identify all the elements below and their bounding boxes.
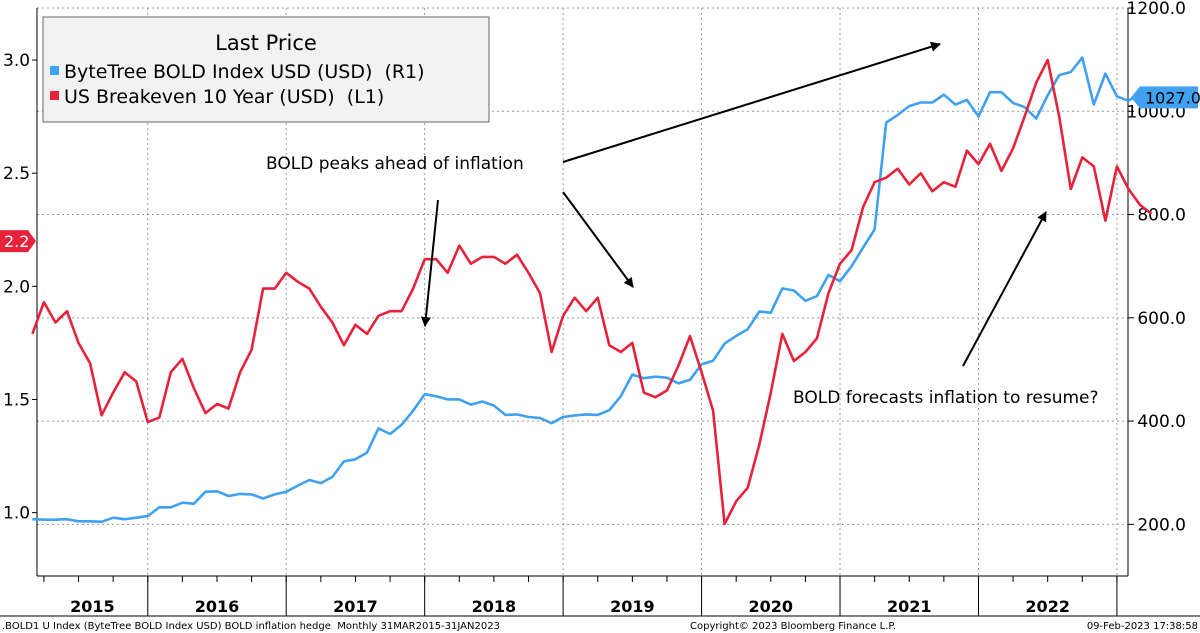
left-tick-label: 1.0: [3, 504, 30, 524]
x-tick-label: 2021: [887, 597, 932, 616]
right-tick-label: 200.0: [1137, 515, 1186, 535]
left-tick-label: 2.0: [3, 277, 30, 297]
x-tick-label: 2019: [610, 597, 655, 616]
footer-center: Copyright© 2023 Bloomberg Finance L.P.: [690, 621, 896, 632]
legend: Last Price ByteTree BOLD Index USD (USD)…: [42, 16, 490, 123]
legend-title: Last Price: [215, 31, 317, 55]
arrow-to-2019-peak: [562, 191, 634, 288]
right-tick-label: 800.0: [1137, 206, 1186, 226]
x-axis-ticks: 2015 2016 2017 2018 2019 2020 2021 2022: [43, 576, 1118, 616]
badge-text-breakeven: 2.2: [4, 232, 29, 251]
x-tick-label: 2017: [333, 597, 378, 616]
x-tick-label: 2018: [472, 597, 517, 616]
footer-right: 09-Feb-2023 17:38:58: [1087, 621, 1198, 632]
left-tick-label: 1.5: [3, 390, 30, 410]
legend-swatch-breakeven: [50, 91, 59, 100]
series-line-us-breakeven: [31, 58, 1153, 526]
annotation-forecast: BOLD forecasts inflation to resume?: [793, 388, 1099, 408]
left-axis-ticks: 1.0 1.5 2.0 2.5 3.0: [3, 51, 37, 524]
x-tick-label: 2020: [749, 597, 794, 616]
last-value-badge-breakeven: 2.2: [0, 230, 36, 253]
x-tick-label: 2022: [1025, 597, 1070, 616]
right-tick-label: 400.0: [1137, 412, 1186, 432]
legend-box: [42, 16, 490, 123]
arrow-to-2018-peak: [420, 199, 439, 327]
x-tick-label: 2016: [195, 597, 240, 616]
arrow-to-bold-peak: [562, 41, 941, 163]
legend-label-breakeven: US Breakeven 10 Year (USD) (L1): [64, 86, 384, 108]
x-tick-label: 2015: [70, 597, 115, 616]
legend-label-bold: ByteTree BOLD Index USD (USD) (R1): [64, 61, 425, 83]
badge-text-bold: 1027.0: [1145, 88, 1200, 107]
arrow-to-2022-trough: [962, 211, 1047, 367]
right-tick-label: 600.0: [1137, 309, 1186, 329]
annotation-peaks-ahead: BOLD peaks ahead of inflation: [266, 154, 524, 174]
left-tick-label: 3.0: [3, 51, 30, 71]
right-tick-label: 1200.0: [1127, 0, 1186, 19]
left-tick-label: 2.5: [3, 164, 30, 184]
badge-shape-breakeven: [0, 230, 36, 253]
legend-swatch-bold: [50, 66, 59, 75]
badge-shape-bold: [1131, 86, 1198, 109]
footer-left: .BOLD1 U Index (ByteTree BOLD Index USD)…: [2, 621, 500, 632]
year-separators: [147, 576, 1118, 616]
last-value-badge-bold: 1027.0: [1131, 86, 1200, 109]
series-line-bold-index: [32, 56, 1141, 524]
